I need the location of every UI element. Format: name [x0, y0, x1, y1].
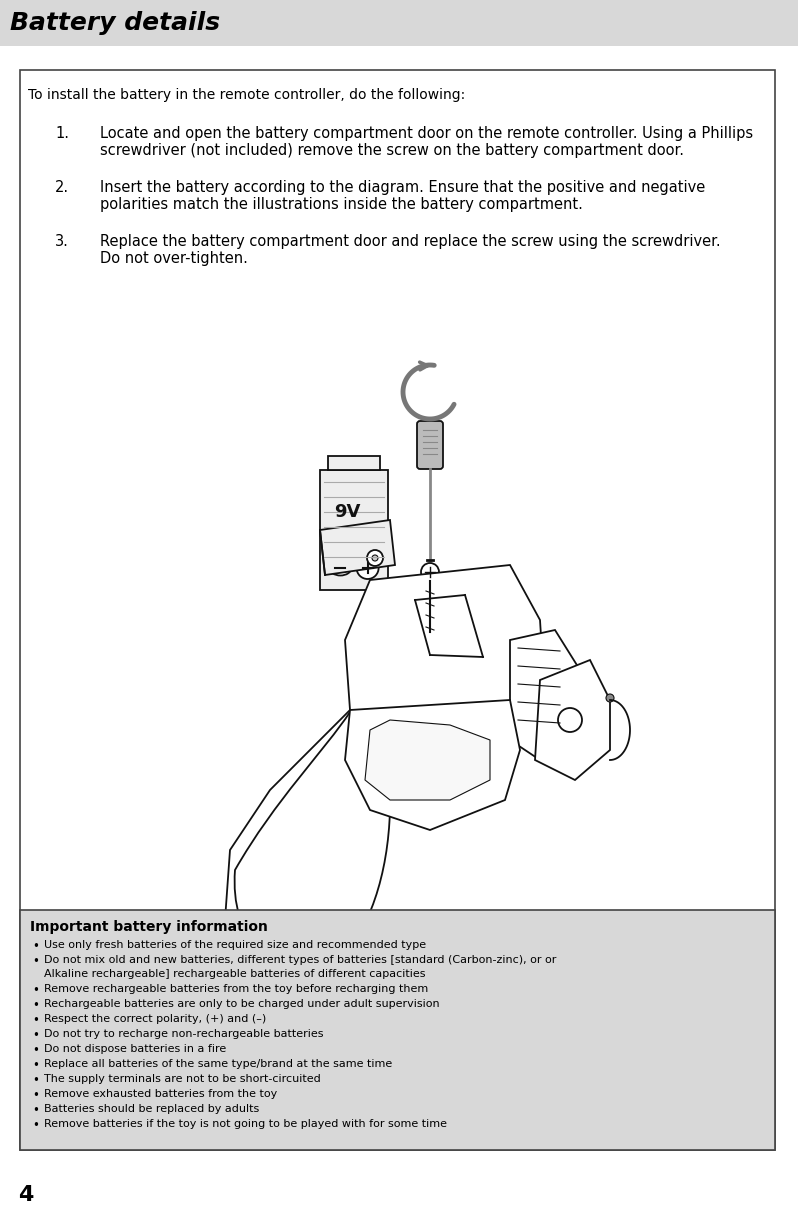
Bar [328, 456, 380, 470]
Polygon shape [345, 700, 520, 830]
Text: Remove rechargeable batteries from the toy before recharging them: Remove rechargeable batteries from the t… [44, 984, 429, 995]
Text: •: • [32, 1089, 39, 1102]
Text: Do not dispose batteries in a fire: Do not dispose batteries in a fire [44, 1044, 227, 1054]
Text: Batteries should be replaced by adults: Batteries should be replaced by adults [44, 1104, 259, 1114]
PathPatch shape [225, 710, 390, 960]
Text: Remove exhausted batteries from the toy: Remove exhausted batteries from the toy [44, 1089, 277, 1100]
Text: •: • [32, 1104, 39, 1116]
Polygon shape [390, 575, 500, 670]
Text: Use only fresh batteries of the required size and recommended type: Use only fresh batteries of the required… [44, 940, 426, 950]
Text: •: • [32, 1044, 39, 1057]
Polygon shape [510, 630, 580, 760]
PathPatch shape [235, 712, 390, 969]
Text: 1.: 1. [55, 126, 69, 141]
FancyBboxPatch shape [417, 421, 443, 470]
Polygon shape [345, 565, 545, 750]
Polygon shape [535, 660, 610, 780]
Polygon shape [365, 721, 490, 800]
Text: •: • [32, 955, 39, 968]
Polygon shape [320, 520, 395, 575]
Text: Remove batteries if the toy is not going to be played with for some time: Remove batteries if the toy is not going… [44, 1119, 447, 1129]
Bar [20, 70, 775, 1150]
Bar [20, 910, 775, 1150]
Text: 2.: 2. [55, 180, 69, 196]
Text: •: • [32, 984, 39, 997]
Text: •: • [32, 940, 39, 954]
Text: Do not mix old and new batteries, different types of batteries [standard (Carbon: Do not mix old and new batteries, differ… [44, 955, 556, 966]
Text: To install the battery in the remote controller, do the following:: To install the battery in the remote con… [28, 88, 465, 103]
Bar [320, 470, 388, 590]
Circle shape [372, 555, 378, 561]
Text: •: • [32, 1030, 39, 1042]
Text: Alkaline rechargeable] rechargeable batteries of different capacities: Alkaline rechargeable] rechargeable batt… [44, 969, 425, 979]
Text: •: • [32, 1119, 39, 1132]
Circle shape [421, 562, 439, 581]
Text: Locate and open the battery compartment door on the remote controller. Using a P: Locate and open the battery compartment … [100, 126, 753, 158]
Text: •: • [32, 1014, 39, 1027]
Text: Replace the battery compartment door and replace the screw using the screwdriver: Replace the battery compartment door and… [100, 234, 721, 267]
Text: 4: 4 [18, 1185, 34, 1205]
Text: Insert the battery according to the diagram. Ensure that the positive and negati: Insert the battery according to the diag… [100, 180, 705, 212]
Text: Replace all batteries of the same type/brand at the same time: Replace all batteries of the same type/b… [44, 1059, 393, 1069]
Text: •: • [32, 999, 39, 1011]
Bar [0, 0, 798, 46]
Text: Rechargeable batteries are only to be charged under adult supervision: Rechargeable batteries are only to be ch… [44, 999, 440, 1009]
Text: Respect the correct polarity, (+) and (–): Respect the correct polarity, (+) and (–… [44, 1014, 267, 1024]
Text: 9V: 9V [334, 503, 361, 521]
Text: The supply terminals are not to be short-circuited: The supply terminals are not to be short… [44, 1074, 321, 1084]
Text: •: • [32, 1059, 39, 1072]
Circle shape [367, 550, 383, 566]
Text: Battery details: Battery details [10, 11, 220, 35]
Text: Do not try to recharge non-rechargeable batteries: Do not try to recharge non-rechargeable … [44, 1030, 323, 1039]
Ellipse shape [330, 560, 351, 576]
Text: 3.: 3. [55, 234, 69, 249]
Circle shape [606, 694, 614, 702]
Bar [430, 605, 470, 651]
Text: •: • [32, 1074, 39, 1088]
Circle shape [558, 709, 582, 731]
Text: Important battery information: Important battery information [30, 920, 268, 934]
Circle shape [357, 556, 378, 579]
